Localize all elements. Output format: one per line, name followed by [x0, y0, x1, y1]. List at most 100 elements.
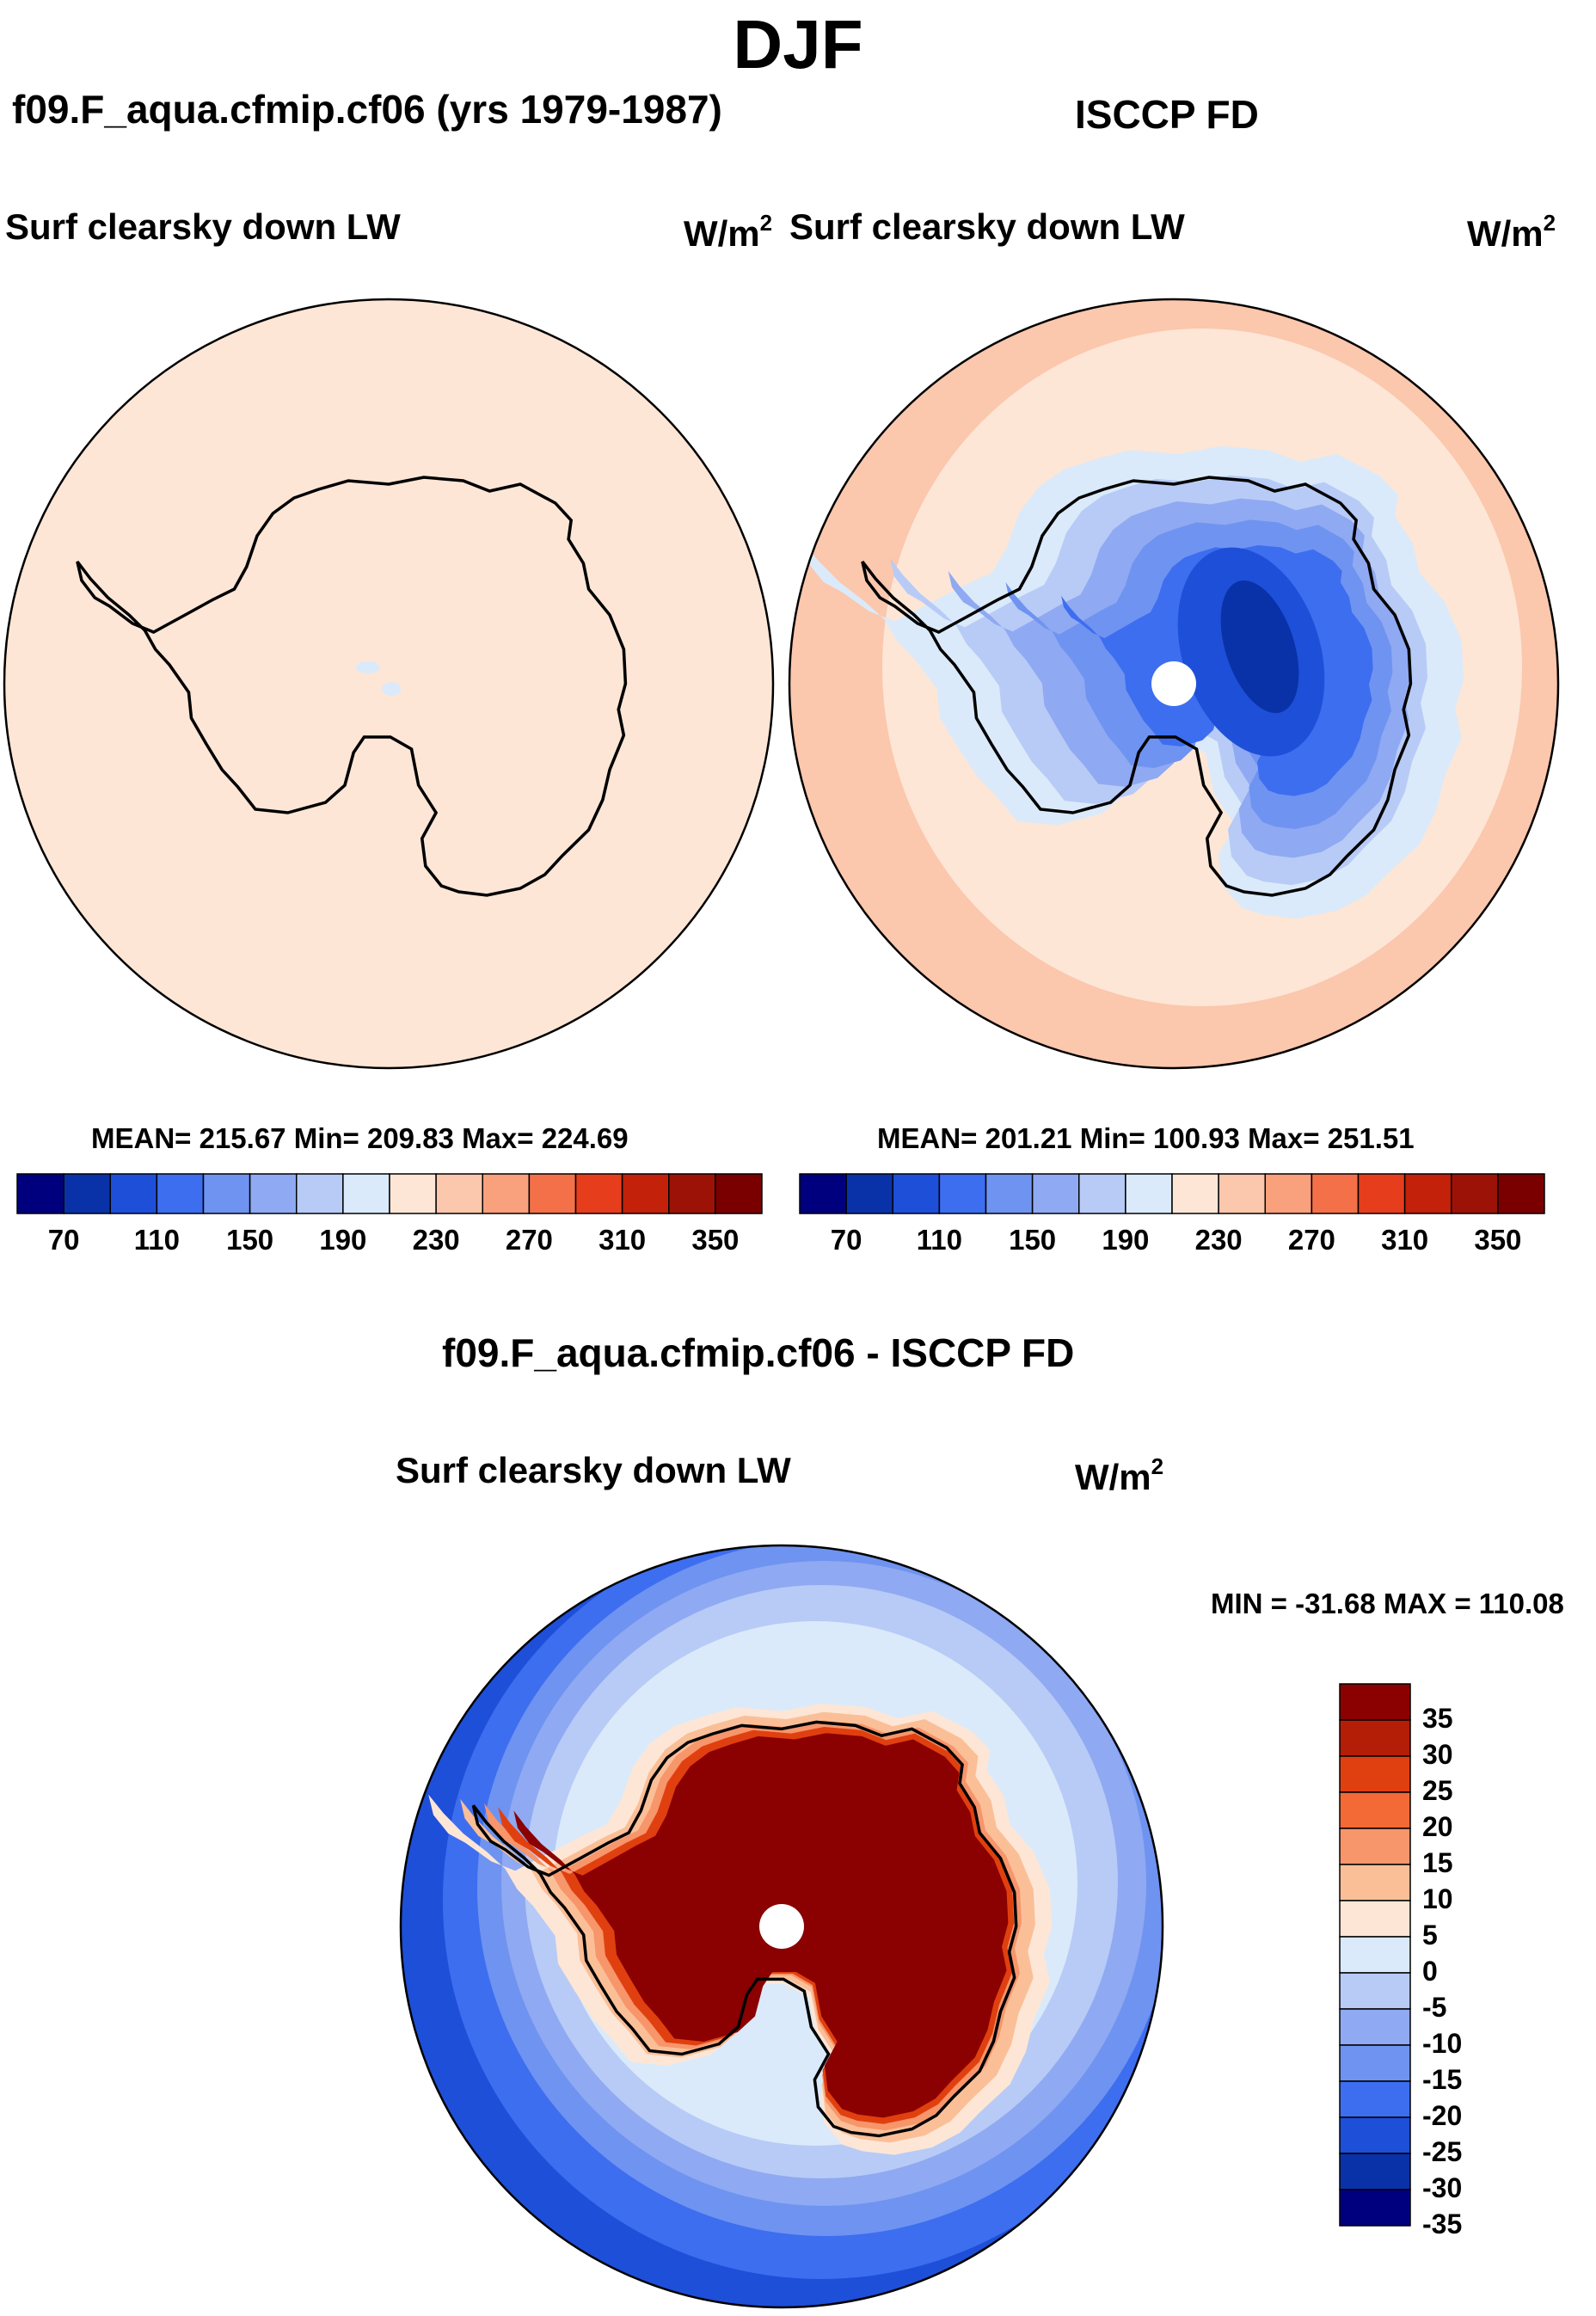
colorbar-swatch [845, 1173, 893, 1214]
model-units-label: W/m2 [684, 210, 773, 254]
diff-variable-label: Surf clearsky down LW [396, 1450, 791, 1490]
colorbar-swatch [799, 1173, 847, 1214]
colorbar-swatch [1339, 1828, 1411, 1865]
colorbar-swatch [1078, 1173, 1126, 1214]
diff-pole-hole [759, 1904, 804, 1949]
model-map [3, 298, 775, 1070]
colorbar-tick-label: 310 [598, 1224, 647, 1256]
colorbar-tick-label: 30 [1422, 1739, 1453, 1770]
obs-units-label: W/m2 [1467, 210, 1556, 254]
colorbar-swatch [528, 1173, 577, 1214]
colorbar-tick-label: 230 [412, 1224, 460, 1256]
colorbar-swatch [574, 1173, 623, 1214]
diff-colorbar [1339, 1683, 1411, 2227]
model-title: f09.F_aqua.cfmip.cf06 (yrs 1979-1987) [12, 87, 722, 132]
colorbar-swatch [342, 1173, 390, 1214]
colorbar-swatch [985, 1173, 1034, 1214]
colorbar-tick-label: 35 [1422, 1703, 1453, 1734]
colorbar-swatch [202, 1173, 251, 1214]
colorbar-tick-label: 190 [1102, 1224, 1150, 1256]
colorbar-swatch [1339, 1900, 1411, 1938]
colorbar-tick-label: 230 [1194, 1224, 1243, 1256]
colorbar-swatch [1339, 1936, 1411, 1974]
colorbar-swatch [1125, 1173, 1173, 1214]
colorbar-tick-label: 110 [916, 1224, 962, 1256]
colorbar-tick-label: 70 [830, 1224, 862, 1256]
colorbar-tick-label: 350 [1474, 1224, 1522, 1256]
diff-map-border [399, 1544, 1164, 2309]
colorbar-tick-label: -15 [1422, 2064, 1463, 2095]
model-map-border [3, 298, 775, 1070]
obs-map [788, 298, 1560, 1070]
colorbar-swatch [249, 1173, 298, 1214]
colorbar-tick-label: -25 [1422, 2136, 1463, 2167]
colorbar-tick-label: 190 [319, 1224, 367, 1256]
colorbar-swatch [1497, 1173, 1545, 1214]
model-low-patch [382, 682, 401, 696]
colorbar-tick-label: -35 [1422, 2208, 1463, 2239]
colorbar-swatch [156, 1173, 205, 1214]
colorbar-swatch [1171, 1173, 1219, 1214]
obs-stats: MEAN= 201.21 Min= 100.93 Max= 251.51 [877, 1122, 1415, 1154]
model-colorbar [16, 1173, 763, 1214]
colorbar-swatch [1264, 1173, 1313, 1214]
colorbar-swatch [1339, 2116, 1411, 2154]
colorbar-tick-label: 0 [1422, 1956, 1438, 1987]
colorbar-swatch [938, 1173, 987, 1214]
colorbar-tick-label: -20 [1422, 2100, 1463, 2131]
colorbar-swatch [621, 1173, 670, 1214]
diff-units-label: W/m2 [1075, 1453, 1164, 1497]
obs-title: ISCCP FD [1075, 92, 1259, 137]
colorbar-swatch [1339, 2008, 1411, 2046]
colorbar-tick-label: 10 [1422, 1883, 1453, 1914]
colorbar-tick-label: 350 [691, 1224, 740, 1256]
colorbar-swatch [1339, 2153, 1411, 2190]
colorbar-swatch [715, 1173, 763, 1214]
colorbar-swatch [1339, 1683, 1411, 1721]
colorbar-swatch [109, 1173, 158, 1214]
model-low-patch [356, 661, 380, 673]
colorbar-swatch [892, 1173, 941, 1214]
colorbar-swatch [482, 1173, 531, 1214]
colorbar-swatch [1218, 1173, 1266, 1214]
colorbar-tick-label: 20 [1422, 1811, 1453, 1842]
colorbar-tick-label: -10 [1422, 2028, 1463, 2059]
colorbar-swatch [1339, 1864, 1411, 1901]
obs-pole-hole [1151, 661, 1196, 706]
colorbar-swatch [1339, 1755, 1411, 1793]
colorbar-tick-label: 270 [505, 1224, 553, 1256]
diff-title: f09.F_aqua.cfmip.cf06 - ISCCP FD [442, 1330, 1075, 1375]
obs-map-border [788, 298, 1560, 1070]
obs-variable-label: Surf clearsky down LW [789, 206, 1185, 247]
colorbar-tick-label: 15 [1422, 1847, 1453, 1878]
colorbar-tick-label: -30 [1422, 2172, 1463, 2203]
obs-colorbar [799, 1173, 1545, 1214]
colorbar-swatch [1311, 1173, 1360, 1214]
diff-map [399, 1544, 1164, 2309]
colorbar-tick-label: 70 [47, 1224, 80, 1256]
colorbar-tick-label: 150 [1009, 1224, 1057, 1256]
colorbar-swatch [1339, 2080, 1411, 2118]
diff-stats: MIN = -31.68 MAX = 110.08 [1211, 1588, 1564, 1619]
colorbar-swatch [435, 1173, 483, 1214]
colorbar-tick-label: 150 [226, 1224, 274, 1256]
colorbar-swatch [668, 1173, 716, 1214]
colorbar-tick-label: 310 [1381, 1224, 1429, 1256]
colorbar-swatch [389, 1173, 437, 1214]
colorbar-tick-label: -5 [1422, 1992, 1447, 2023]
colorbar-tick-label: 270 [1287, 1224, 1335, 1256]
page-title: DJF [733, 6, 863, 83]
obs-ring-90 [1220, 580, 1299, 714]
colorbar-tick-label: 110 [133, 1224, 180, 1256]
model-stats: MEAN= 215.67 Min= 209.83 Max= 224.69 [91, 1122, 629, 1154]
colorbar-swatch [63, 1173, 111, 1214]
colorbar-tick-label: 25 [1422, 1775, 1453, 1806]
colorbar-swatch [16, 1173, 64, 1214]
colorbar-tick-label: 5 [1422, 1920, 1438, 1950]
colorbar-swatch [1403, 1173, 1452, 1214]
colorbar-swatch [1339, 1972, 1411, 2010]
colorbar-swatch [1031, 1173, 1080, 1214]
colorbar-swatch [1451, 1173, 1499, 1214]
colorbar-swatch [1339, 2044, 1411, 2082]
